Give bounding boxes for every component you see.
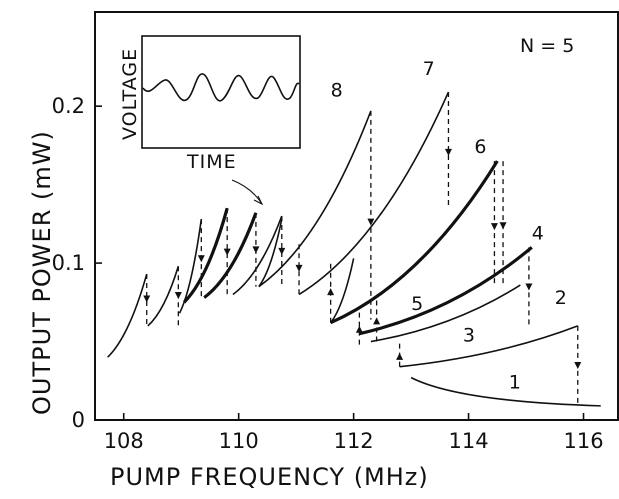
jump-arrow-14 [490,223,498,231]
curve-label-8: 8 [331,80,343,102]
jump-arrow-5 [252,246,260,254]
curve-label-7: 7 [423,58,435,80]
branch-9 [298,91,450,296]
x-tick-label-110: 110 [219,429,259,453]
jump-arrow-12 [396,352,404,360]
curve-labels: 1 2 3 4 5 6 7 8 [331,58,567,394]
jump-arrow-8 [327,288,335,296]
y-tick-label-0.2: 0.2 [52,94,85,118]
inset-frame [141,35,301,149]
x-tick-label-112: 112 [334,429,374,453]
jumps [143,92,582,405]
inset-xlabel: TIME [186,151,237,173]
jump-arrow-16 [525,283,533,291]
x-tick-label-108: 108 [104,429,144,453]
jump-arrow-7 [295,264,303,272]
branch-12 [359,246,533,336]
x-axis: 108 110 112 114 116 [104,413,604,453]
branch-8 [258,110,372,288]
y-axis: 0 0.1 0.2 [52,94,102,432]
jump-arrow-1 [143,295,151,303]
curve-label-2: 2 [555,287,567,309]
plot-frame [94,11,619,421]
jump-arrow-3 [197,255,205,263]
branch-3 [178,219,203,314]
branch-5 [203,212,258,299]
curve-label-1: 1 [509,372,521,394]
branch-10 [330,258,355,324]
jump-arrow-13 [444,148,452,156]
n-annotation: N = 5 [520,35,574,57]
x-tick-label-114: 114 [449,429,489,453]
jump-arrow-6 [278,247,286,255]
jump-arrow-4 [223,248,231,256]
jump-arrow-11 [373,317,381,325]
curve-label-4: 4 [532,223,544,245]
jump-arrow-10 [355,325,363,333]
jump-arrow-9 [367,218,375,226]
jump-arrow-17 [574,362,582,369]
x-tick-label-116: 116 [563,429,603,453]
jump-arrow-15 [499,222,507,230]
jump-arrow-2 [174,292,182,300]
y-tick-label-0.1: 0.1 [52,251,85,275]
x-axis-label: PUMP FREQUENCY (MHz) [110,463,429,491]
curve-label-6: 6 [474,136,486,158]
branch-11 [329,160,499,325]
y-axis-label: OUTPUT POWER (mW) [28,130,56,415]
inset-ylabel: VOLTAGE [119,48,141,140]
branch-15 [410,376,601,407]
branches [107,91,601,407]
branch-14 [399,325,579,368]
inset-pointer-arrow [231,179,263,205]
branch-2 [147,265,180,327]
branch-13 [370,284,521,343]
inset-waveform [142,73,300,102]
branch-4 [182,207,229,304]
branch-1 [107,273,148,358]
branch-6 [232,215,283,296]
branch-7 [258,218,283,288]
inset-pointer-arrowhead [253,195,264,206]
inset-plot: VOLTAGE TIME [119,35,301,206]
curve-label-3: 3 [463,325,475,347]
y-tick-label-0: 0 [72,408,85,432]
curve-label-5: 5 [411,293,423,315]
